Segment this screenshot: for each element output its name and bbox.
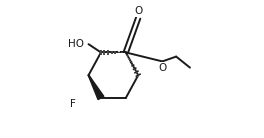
Text: O: O	[134, 6, 142, 16]
Polygon shape	[88, 75, 104, 99]
Text: O: O	[158, 63, 167, 73]
Text: F: F	[70, 99, 76, 109]
Text: HO: HO	[68, 39, 84, 49]
